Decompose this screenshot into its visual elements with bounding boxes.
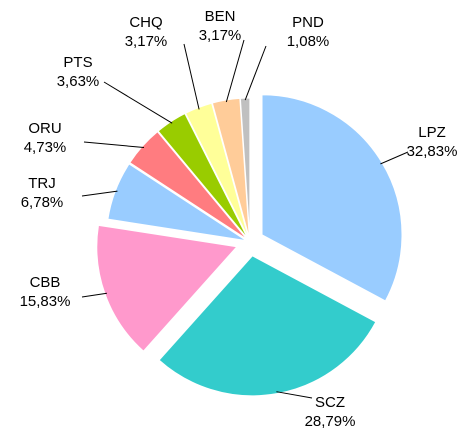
slice-value-label: 32,83% bbox=[407, 143, 458, 160]
leader-line bbox=[276, 391, 313, 399]
leader-line bbox=[380, 151, 409, 165]
slice-label: SCZ bbox=[315, 394, 345, 411]
slice-value-label: 3,63% bbox=[57, 73, 100, 90]
slice-label: ORU bbox=[28, 120, 61, 137]
leader-line bbox=[244, 45, 267, 101]
slice-label: LPZ bbox=[418, 124, 446, 141]
slice-value-label: 4,73% bbox=[24, 139, 67, 156]
slice-label: PND bbox=[292, 14, 324, 31]
pie-slice bbox=[239, 97, 251, 239]
slice-value-label: 3,17% bbox=[125, 33, 168, 50]
slice-value-label: 3,17% bbox=[199, 27, 242, 44]
pie-slice bbox=[261, 94, 403, 302]
pie-slice bbox=[129, 131, 248, 240]
leader-line bbox=[183, 43, 200, 110]
pie-slice bbox=[211, 97, 250, 239]
slice-value-label: 1,08% bbox=[287, 33, 330, 50]
slice-label: CBB bbox=[30, 274, 61, 291]
slice-label: CHQ bbox=[129, 14, 162, 31]
pie-slice bbox=[107, 163, 247, 242]
leader-line bbox=[83, 141, 145, 149]
slice-value-label: 6,78% bbox=[21, 194, 64, 211]
slice-label: BEN bbox=[205, 8, 236, 25]
slice-label: TRJ bbox=[28, 175, 56, 192]
pie-slice bbox=[158, 255, 377, 397]
leader-line bbox=[225, 39, 245, 103]
leader-line bbox=[103, 81, 173, 124]
leader-line bbox=[81, 292, 107, 298]
slice-value-label: 28,79% bbox=[305, 413, 356, 430]
leader-line bbox=[81, 190, 118, 197]
pie-slice bbox=[157, 112, 249, 239]
slice-value-label: 15,83% bbox=[20, 293, 71, 310]
slice-label: PTS bbox=[63, 54, 92, 71]
